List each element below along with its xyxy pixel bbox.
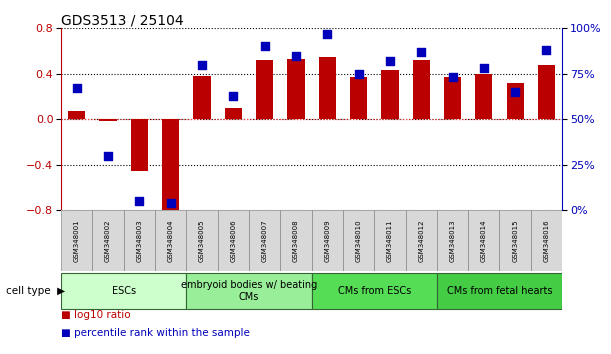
- Point: [72, 85, 82, 91]
- Text: GSM348008: GSM348008: [293, 219, 299, 262]
- Text: GSM348006: GSM348006: [230, 219, 236, 262]
- Text: cell type  ▶: cell type ▶: [6, 286, 65, 296]
- Bar: [343, 210, 375, 271]
- Bar: [500, 210, 531, 271]
- Text: GSM348001: GSM348001: [74, 219, 80, 262]
- Bar: [444, 77, 461, 119]
- Text: CMs from fetal hearts: CMs from fetal hearts: [447, 286, 552, 296]
- Bar: [406, 210, 437, 271]
- Text: GDS3513 / 25104: GDS3513 / 25104: [61, 13, 184, 27]
- Text: embryoid bodies w/ beating
CMs: embryoid bodies w/ beating CMs: [181, 280, 317, 302]
- Point: [354, 71, 364, 76]
- Point: [323, 31, 332, 36]
- Bar: [225, 108, 242, 119]
- Text: GSM348004: GSM348004: [167, 219, 174, 262]
- Bar: [68, 111, 86, 119]
- Text: GSM348013: GSM348013: [450, 219, 456, 262]
- Text: GSM348009: GSM348009: [324, 219, 331, 262]
- Text: GSM348002: GSM348002: [105, 219, 111, 262]
- Bar: [256, 60, 273, 119]
- Bar: [437, 210, 468, 271]
- Bar: [100, 119, 117, 121]
- Point: [448, 75, 458, 80]
- Text: ESCs: ESCs: [112, 286, 136, 296]
- Bar: [468, 210, 500, 271]
- Point: [166, 200, 175, 206]
- Bar: [280, 210, 312, 271]
- Bar: [475, 74, 492, 119]
- Bar: [155, 210, 186, 271]
- Text: GSM348011: GSM348011: [387, 219, 393, 262]
- Bar: [312, 210, 343, 271]
- Text: GSM348014: GSM348014: [481, 219, 487, 262]
- Text: GSM348015: GSM348015: [512, 219, 518, 262]
- Point: [260, 44, 269, 49]
- Bar: [186, 210, 218, 271]
- Point: [291, 53, 301, 58]
- Bar: [162, 119, 179, 212]
- Bar: [312, 273, 437, 309]
- Bar: [61, 273, 186, 309]
- Text: GSM348003: GSM348003: [136, 219, 142, 262]
- Bar: [218, 210, 249, 271]
- Bar: [319, 57, 336, 119]
- Text: GSM348012: GSM348012: [418, 219, 424, 262]
- Text: GSM348016: GSM348016: [543, 219, 549, 262]
- Point: [416, 49, 426, 55]
- Text: GSM348005: GSM348005: [199, 219, 205, 262]
- Point: [541, 47, 551, 53]
- Text: CMs from ESCs: CMs from ESCs: [338, 286, 411, 296]
- Bar: [194, 76, 211, 119]
- Point: [197, 62, 207, 68]
- Point: [134, 198, 144, 204]
- Bar: [412, 60, 430, 119]
- Point: [103, 153, 113, 158]
- Bar: [92, 210, 123, 271]
- Point: [385, 58, 395, 64]
- Bar: [186, 273, 312, 309]
- Text: GSM348010: GSM348010: [356, 219, 362, 262]
- Bar: [437, 273, 562, 309]
- Bar: [350, 77, 367, 119]
- Text: GSM348007: GSM348007: [262, 219, 268, 262]
- Bar: [287, 59, 304, 119]
- Point: [229, 93, 238, 98]
- Point: [510, 89, 520, 95]
- Text: ■ percentile rank within the sample: ■ percentile rank within the sample: [61, 327, 250, 337]
- Bar: [131, 119, 148, 171]
- Bar: [531, 210, 562, 271]
- Bar: [123, 210, 155, 271]
- Text: ■ log10 ratio: ■ log10 ratio: [61, 310, 131, 320]
- Bar: [61, 210, 92, 271]
- Bar: [249, 210, 280, 271]
- Bar: [381, 70, 398, 119]
- Bar: [538, 65, 555, 119]
- Point: [479, 65, 489, 71]
- Bar: [507, 83, 524, 119]
- Bar: [374, 210, 406, 271]
